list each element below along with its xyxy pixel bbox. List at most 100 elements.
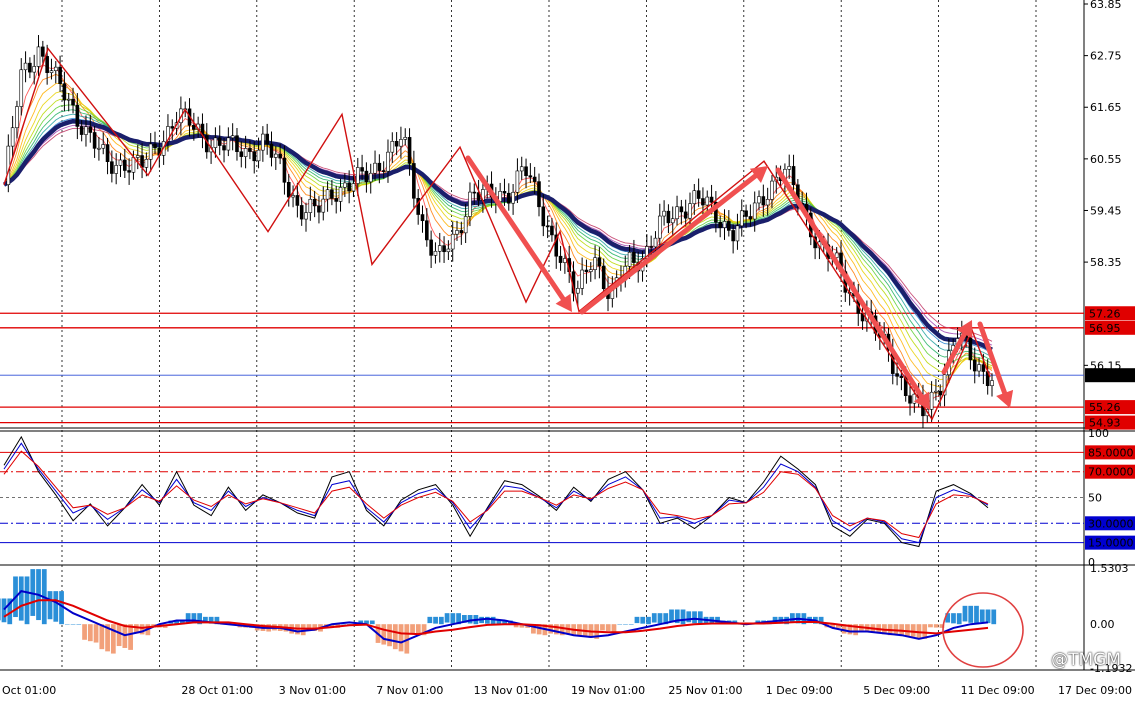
osc-histogram-bar — [433, 617, 438, 624]
osc-histogram-bar — [991, 610, 996, 625]
candle-body — [37, 47, 40, 67]
candle-body — [287, 182, 290, 197]
candle-body — [969, 338, 972, 360]
candle-body — [63, 84, 66, 100]
candle-body — [214, 138, 217, 148]
osc-histogram-bar — [387, 624, 392, 646]
candle-body — [896, 374, 899, 377]
candle-body — [119, 160, 122, 165]
osc-histogram-bar — [934, 624, 939, 627]
osc-histogram-bar — [658, 613, 663, 623]
osc-histogram-bar — [399, 624, 404, 651]
stoch-level-tag: 85.0000 — [1088, 446, 1134, 459]
stoch-tick-label: 50 — [1088, 492, 1102, 505]
candle-body — [594, 258, 597, 270]
candle-body — [632, 252, 635, 262]
osc-histogram-bar — [790, 613, 795, 622]
candle-body — [46, 56, 49, 72]
candle-body — [386, 152, 389, 171]
osc-histogram-bar — [370, 621, 375, 625]
candle-body — [671, 219, 674, 223]
candle-body — [93, 132, 96, 148]
candle-body — [909, 396, 912, 404]
candle-body — [80, 126, 83, 134]
x-tick-label: 3 Nov 01:00 — [279, 684, 346, 696]
candle-body — [317, 206, 320, 212]
candle-body — [701, 199, 704, 206]
osc-histogram-bar — [491, 617, 496, 624]
candle-body — [667, 211, 670, 223]
candle-body — [770, 181, 773, 199]
osc-histogram-bar — [445, 613, 450, 622]
candle-body — [753, 203, 756, 219]
candle-body — [76, 105, 79, 126]
candle-body — [24, 63, 27, 70]
osc-tick-label: 1.5303 — [1090, 562, 1129, 575]
candle-body — [982, 365, 985, 372]
candle-body — [15, 107, 18, 128]
stoch-line — [4, 437, 988, 547]
watermark-text: @TMGM — [1051, 650, 1121, 670]
stoch-line — [4, 443, 988, 542]
osc-histogram-bar — [951, 613, 956, 623]
osc-histogram-bar — [646, 617, 651, 624]
osc-histogram-bar — [99, 624, 104, 649]
candle-body — [520, 167, 523, 171]
candle-body — [706, 197, 709, 205]
candle-body — [123, 160, 126, 170]
x-tick-label: 28 Oct 01:00 — [181, 684, 253, 696]
candle-body — [758, 197, 761, 203]
candle-body — [365, 171, 368, 182]
candle-body — [11, 128, 14, 146]
candle-body — [788, 166, 791, 169]
candle-body — [154, 144, 157, 148]
candle-body — [326, 190, 329, 199]
osc-histogram-bar — [957, 613, 962, 624]
stoch-level-tag: 70.0000 — [1088, 466, 1134, 479]
candle-body — [395, 141, 398, 146]
candle-body — [266, 134, 269, 144]
candle-body — [248, 148, 251, 151]
x-tick-label: 13 Nov 01:00 — [474, 684, 548, 696]
candle-body — [456, 230, 459, 234]
candle-body — [50, 71, 53, 73]
candle-body — [399, 139, 402, 146]
osc-histogram-bar — [76, 624, 81, 625]
candle-body — [978, 365, 981, 371]
candle-body — [973, 360, 976, 371]
osc-histogram-bar — [88, 624, 93, 641]
candle-body — [537, 182, 540, 207]
osc-histogram-bar — [692, 611, 697, 623]
candle-body — [762, 197, 765, 205]
candle-body — [305, 213, 308, 219]
candle-body — [253, 152, 256, 161]
price-tick-label: 58.35 — [1090, 256, 1122, 269]
osc-histogram-bar — [640, 617, 645, 624]
osc-histogram-bar — [681, 610, 686, 625]
candle-body — [740, 211, 743, 226]
price-tick-label: 59.45 — [1090, 204, 1122, 217]
candle-body — [110, 162, 113, 174]
candle-body — [585, 270, 588, 272]
candle-body — [443, 246, 446, 252]
osc-histogram-bar — [928, 624, 933, 627]
candle-body — [550, 226, 553, 235]
candle-body — [67, 99, 70, 100]
candle-body — [374, 163, 377, 173]
osc-histogram-bar — [410, 624, 415, 633]
osc-histogram-bar — [25, 576, 30, 624]
x-tick-label: 1 Dec 09:00 — [766, 684, 833, 696]
candle-body — [654, 238, 657, 247]
candle-body — [408, 137, 411, 163]
candle-body — [382, 171, 385, 172]
candle-body — [693, 191, 696, 204]
candle-body — [257, 150, 260, 161]
candle-body — [84, 127, 87, 135]
osc-histogram-bar — [450, 613, 455, 623]
candle-body — [460, 230, 463, 232]
price-level-tag: 55.26 — [1089, 401, 1121, 414]
osc-histogram-bar — [301, 624, 306, 635]
candle-body — [102, 145, 105, 149]
x-tick-label: 19 Nov 01:00 — [571, 684, 645, 696]
candle-body — [697, 191, 700, 199]
